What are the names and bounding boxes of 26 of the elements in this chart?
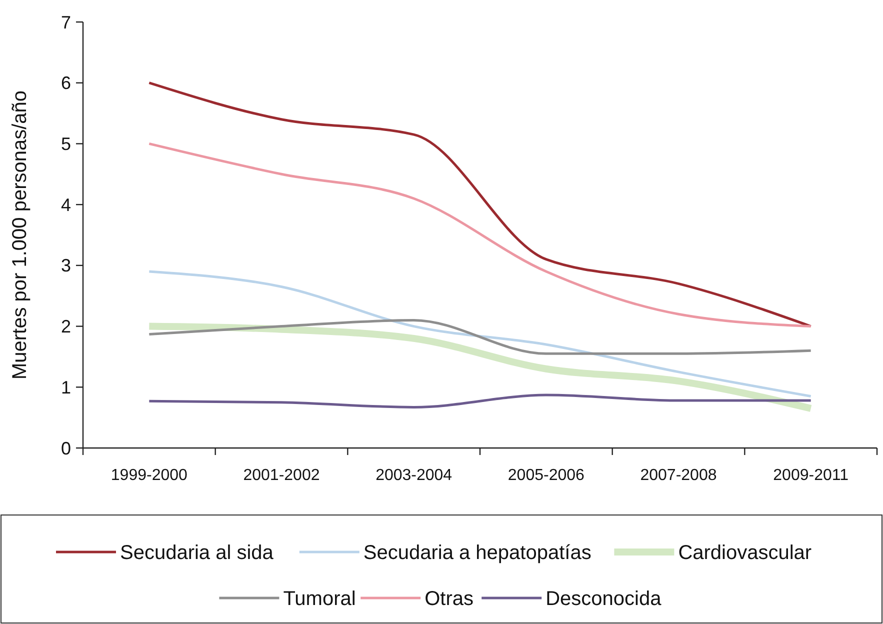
x-tick-label: 2007-2008 [640,467,717,484]
legend-label: Cardiovascular [678,542,812,564]
x-tick-label: 2009-2011 [773,467,849,484]
x-tick-label: 2003-2004 [376,467,452,484]
y-tick-label: 3 [60,256,71,276]
y-tick-label: 1 [60,377,71,398]
x-tick-label: 1999-2000 [110,467,188,484]
line-series [148,318,812,355]
legend-label: Otras [424,588,474,610]
legend-label: Tumoral [283,588,356,610]
y-tick-label: 7 [60,12,71,32]
y-axis-title: Muertes por 1.000 personas/año [9,90,31,380]
y-tick-label: 2 [60,316,71,337]
legend-label: Secudaria a hepatopatías [363,542,592,564]
line-series [148,82,812,328]
x-tick-label: 2005-2006 [508,467,585,484]
y-tick-label: 0 [60,438,71,458]
y-tick-label: 6 [60,73,71,94]
x-tick-label: 2001-2002 [243,467,320,484]
line-series [148,394,812,408]
legend-label: Secudaria al sida [120,542,274,564]
line-series [148,142,812,328]
y-tick-label: 4 [60,194,71,215]
legend-label: Desconocida [546,588,662,610]
line-series [148,270,812,398]
y-tick-label: 5 [60,134,71,154]
